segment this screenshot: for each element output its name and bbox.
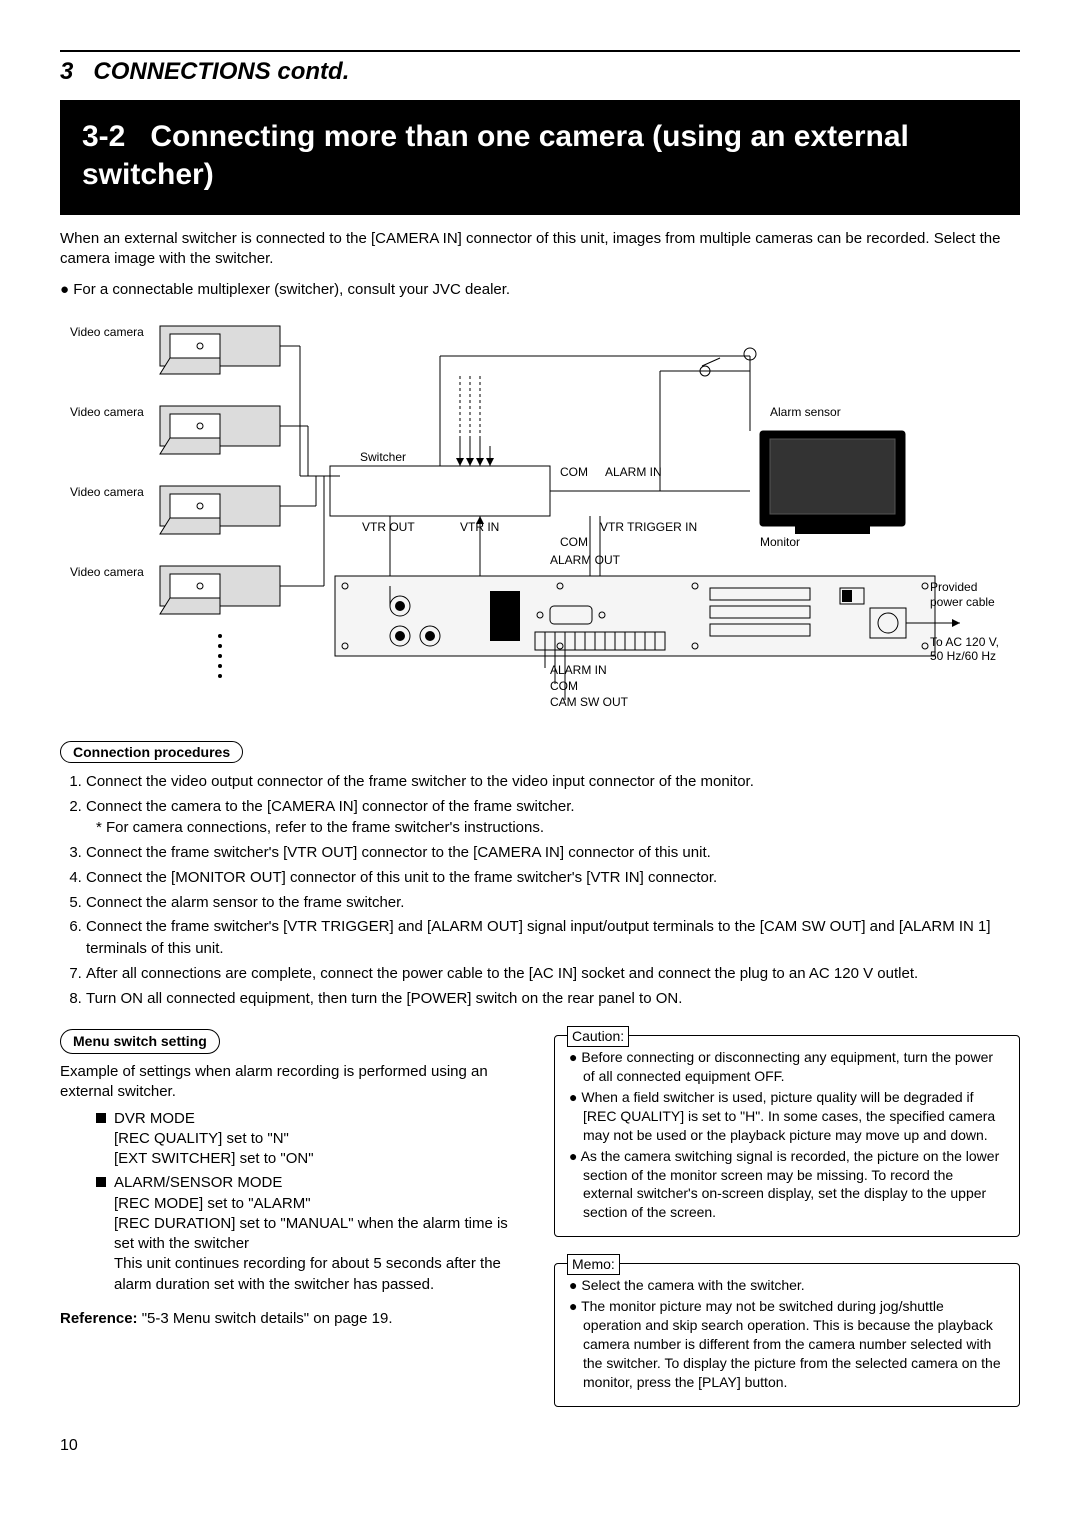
mode-detail: This unit continues recording for about … [96, 1254, 526, 1295]
caution-item: As the camera switching signal is record… [569, 1147, 1005, 1223]
diagram-label: COM [560, 535, 588, 549]
chapter-num: 3 [60, 58, 73, 85]
diagram-label: Video camera [70, 485, 144, 499]
camera-icon [160, 406, 280, 454]
caution-box: Caution: Before connecting or disconnect… [554, 1035, 1020, 1237]
diagram-label: COM [550, 679, 578, 693]
procedure-item: Connect the frame switcher's [VTR TRIGGE… [86, 916, 1020, 960]
camera-icon [160, 486, 280, 534]
diagram-label: Provided [930, 580, 977, 594]
diagram-label: Video camera [70, 325, 144, 339]
mode-detail: [REC QUALITY] set to "N" [96, 1129, 526, 1149]
memo-box: Memo: Select the camera with the switche… [554, 1263, 1020, 1406]
diagram-label: Video camera [70, 405, 144, 419]
diagram-label: ALARM OUT [550, 553, 621, 567]
menu-settings-column: Menu switch setting Example of settings … [60, 1023, 526, 1329]
diagram-label: ALARM IN [605, 465, 662, 479]
menu-heading: Menu switch setting [60, 1029, 220, 1054]
diagram-label: ALARM IN [550, 663, 607, 677]
manual-page: 3 CONNECTIONS contd. 3-2 Connecting more… [0, 0, 1080, 1495]
memo-item: Select the camera with the switcher. [569, 1276, 1005, 1295]
notes-column: Caution: Before connecting or disconnect… [554, 1023, 1020, 1406]
diagram-label: COM [560, 465, 588, 479]
procedure-item: Turn ON all connected equipment, then tu… [86, 988, 1020, 1010]
procedure-item: Connect the camera to the [CAMERA IN] co… [86, 796, 1020, 840]
procedure-item: Connect the frame switcher's [VTR OUT] c… [86, 842, 1020, 864]
mode-detail: [REC MODE] set to "ALARM" [96, 1194, 526, 1214]
diagram-label: Monitor [760, 535, 800, 549]
diagram-label: To AC 120 V, [930, 635, 999, 649]
mode-label: DVR MODE [96, 1109, 526, 1129]
memo-item: The monitor picture may not be switched … [569, 1297, 1005, 1391]
mode-detail: [REC DURATION] set to "MANUAL" when the … [96, 1214, 526, 1255]
chapter-title: CONNECTIONS contd. [93, 58, 349, 85]
diagram-label: Switcher [360, 450, 406, 464]
intro-paragraph: When an external switcher is connected t… [60, 229, 1020, 270]
caution-item: Before connecting or disconnecting any e… [569, 1048, 1005, 1086]
page-number: 10 [60, 1437, 1020, 1455]
switcher-icon [330, 466, 550, 516]
procedure-item: Connect the [MONITOR OUT] connector of t… [86, 867, 1020, 889]
diagram-label: VTR TRIGGER IN [600, 520, 697, 534]
diagram-label: power cable [930, 595, 995, 609]
camera-icon [160, 326, 280, 374]
procedure-item: Connect the video output connector of th… [86, 771, 1020, 793]
chapter-heading: 3 CONNECTIONS contd. [60, 50, 1020, 86]
reference-line: Reference: "5-3 Menu switch details" on … [60, 1309, 526, 1329]
camera-icon [160, 566, 280, 614]
menu-intro: Example of settings when alarm recording… [60, 1062, 526, 1103]
memo-label: Memo: [567, 1254, 620, 1275]
procedures-heading: Connection procedures [60, 741, 243, 763]
section-num: 3-2 [82, 120, 125, 153]
mode-detail: [EXT SWITCHER] set to "ON" [96, 1149, 526, 1169]
caution-item: When a field switcher is used, picture q… [569, 1088, 1005, 1145]
intro-bullet: For a connectable multiplexer (switcher)… [60, 280, 1020, 300]
connection-diagram: Video camera Video camera Video camera V… [60, 316, 1020, 716]
diagram-label: Video camera [70, 565, 144, 579]
procedure-item: Connect the alarm sensor to the frame sw… [86, 892, 1020, 914]
diagram-label: VTR OUT [362, 520, 415, 534]
procedure-item: After all connections are complete, conn… [86, 963, 1020, 985]
section-title: 3-2 Connecting more than one camera (usi… [60, 100, 1020, 215]
section-text: Connecting more than one camera (using a… [82, 120, 909, 191]
diagram-label: Alarm sensor [770, 405, 841, 419]
caution-label: Caution: [567, 1026, 629, 1047]
procedures-list: Connect the video output connector of th… [60, 771, 1020, 1010]
diagram-label: 50 Hz/60 Hz [930, 649, 996, 663]
diagram-label: CAM SW OUT [550, 695, 629, 709]
procedure-subnote: * For camera connections, refer to the f… [86, 817, 1020, 839]
mode-label: ALARM/SENSOR MODE [96, 1173, 526, 1193]
